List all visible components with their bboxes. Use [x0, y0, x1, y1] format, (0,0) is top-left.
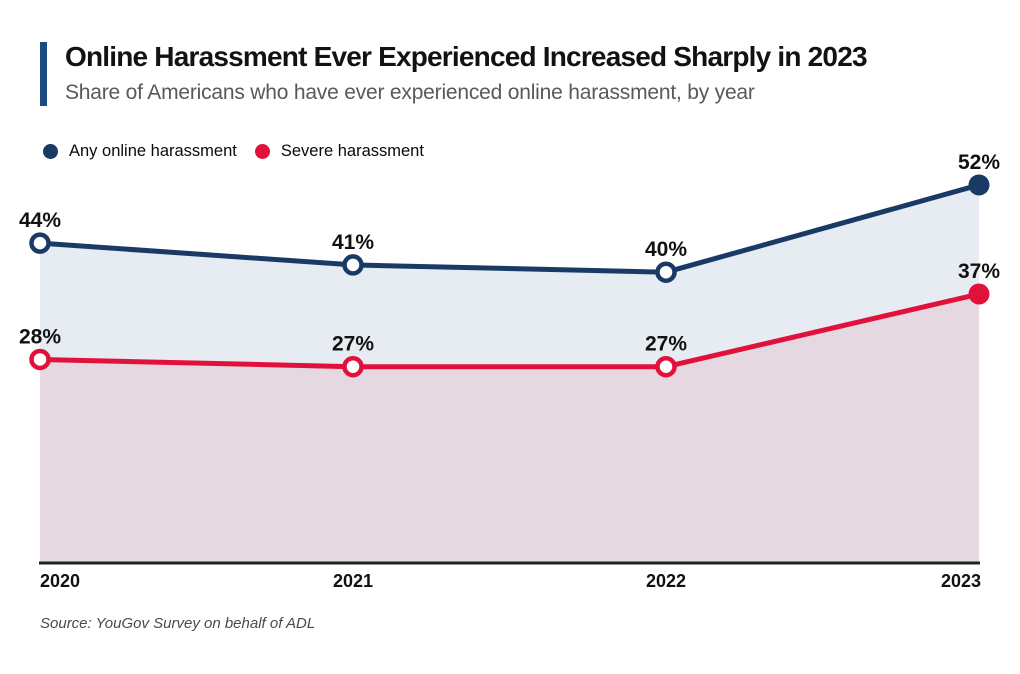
data-point-label: 52%: [958, 151, 1000, 174]
data-point-marker: [968, 283, 990, 305]
data-point-label: 27%: [332, 333, 374, 356]
legend-item-any-online-harassment: Any online harassment: [43, 142, 237, 161]
title-accent-bar: [40, 42, 47, 106]
data-point-marker: [29, 232, 51, 254]
legend-label: Any online harassment: [69, 142, 237, 160]
chart-title: Online Harassment Ever Experienced Incre…: [65, 41, 868, 72]
data-point-label: 28%: [19, 325, 61, 348]
data-point-label: 41%: [332, 231, 374, 254]
source-note: Source: YouGov Survey on behalf of ADL: [40, 615, 316, 632]
x-axis-tick-label: 2023: [941, 571, 981, 591]
data-point-label: 40%: [645, 238, 687, 261]
series-line-severe: [37, 291, 982, 370]
data-point-marker: [655, 261, 677, 283]
chart-subtitle: Share of Americans who have ever experie…: [65, 81, 755, 104]
x-axis-tick-label: 2022: [646, 571, 686, 591]
legend-label: Severe harassment: [280, 142, 424, 160]
data-point-label: 27%: [645, 333, 687, 356]
area-fill-severe: [40, 294, 979, 563]
data-point-label: 37%: [958, 260, 1000, 283]
data-point-marker: [342, 254, 364, 276]
series-line-any: [37, 182, 982, 275]
x-axis-tick-label: 2020: [40, 571, 80, 591]
chart-legend: Any online harassment Severe harassment: [43, 142, 424, 161]
data-point-label: 44%: [19, 209, 61, 232]
legend-dot-icon: [43, 144, 58, 159]
data-point-marker: [655, 355, 677, 378]
data-point-marker: [29, 348, 51, 371]
legend-item-severe-harassment: Severe harassment: [254, 142, 424, 161]
x-axis-tick-label: 2021: [333, 571, 373, 591]
data-point-marker: [342, 355, 364, 378]
data-point-marker: [968, 174, 990, 196]
legend-dot-icon: [254, 144, 270, 159]
